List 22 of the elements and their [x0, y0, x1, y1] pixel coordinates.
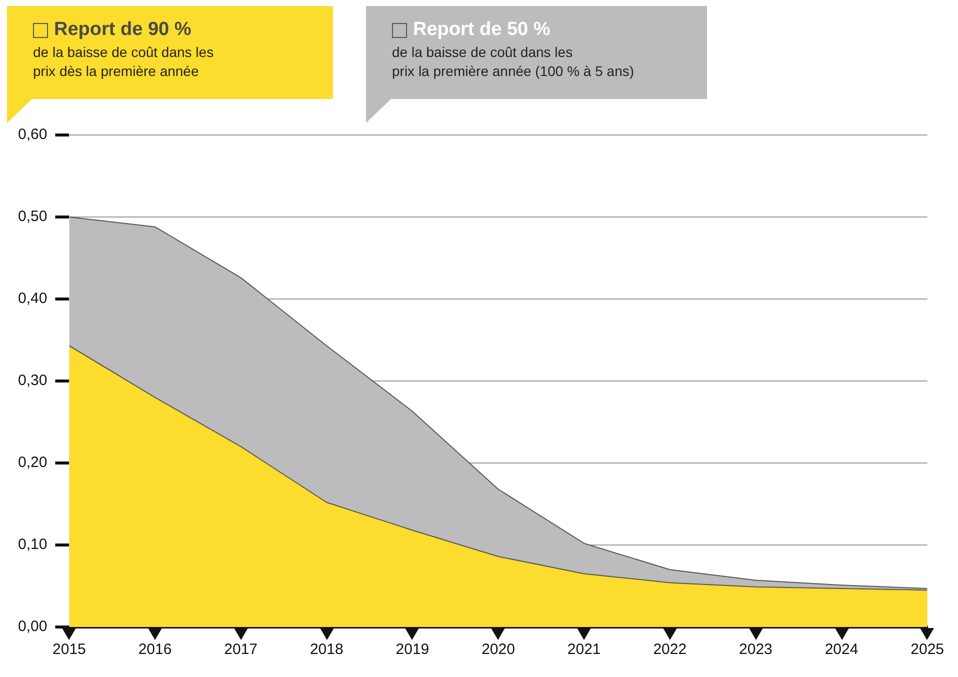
y-tick-label: 0,30	[18, 372, 48, 390]
y-tick-label: 0,20	[18, 454, 48, 472]
x-tick-label: 2017	[224, 641, 258, 658]
y-tick-label: 0,60	[18, 126, 48, 144]
y-tick-label: 0,00	[18, 618, 48, 636]
y-tick-label: 0,40	[18, 290, 48, 308]
x-tick-label: 2019	[396, 641, 430, 658]
x-tick-label: 2023	[739, 641, 772, 658]
x-tick-label: 2022	[653, 641, 687, 658]
x-tick-label: 2020	[482, 641, 515, 658]
y-tick-label: 0,50	[18, 208, 48, 226]
text: de la baisse de coût dans les prix la première année (100 % à 5 ans)	[392, 43, 634, 81]
legend-label: Report de 90 %	[54, 19, 192, 41]
x-tick-label: 2025	[910, 641, 944, 658]
x-tick-label: 2018	[310, 641, 344, 658]
x-tick-label: 2016	[138, 641, 172, 658]
text: de la baisse de coût dans les prix dès la première année	[33, 43, 214, 81]
x-tick-label: 2015	[52, 641, 86, 658]
y-tick-label: 0,10	[18, 536, 48, 554]
x-tick-label: 2024	[824, 641, 858, 658]
x-tick-label: 2021	[567, 641, 601, 658]
legend-label: Report de 50 %	[413, 19, 550, 41]
